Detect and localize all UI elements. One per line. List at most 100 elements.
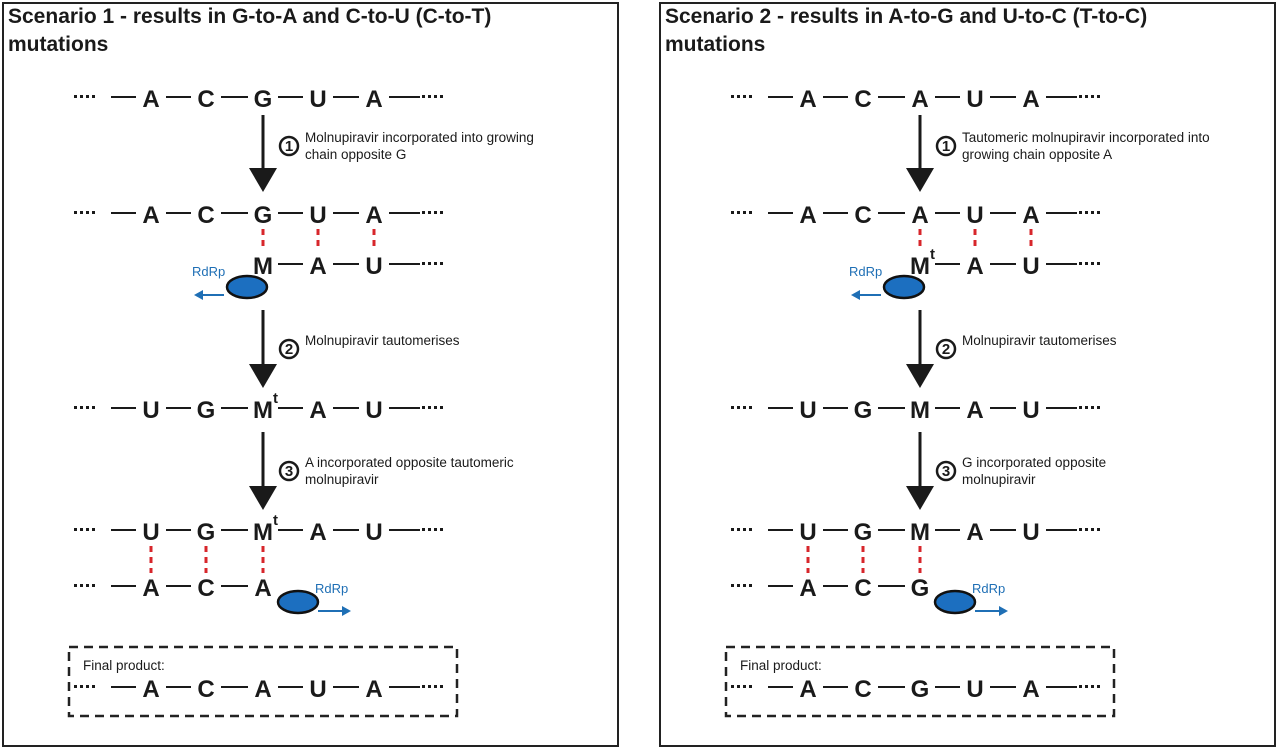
dots bbox=[92, 211, 95, 214]
step-number: 3 bbox=[285, 463, 293, 480]
direction-arrowhead-icon bbox=[342, 606, 351, 616]
dots bbox=[92, 584, 95, 587]
dots bbox=[737, 584, 740, 587]
dots bbox=[92, 406, 95, 409]
nucleotide-C: C bbox=[854, 202, 871, 229]
scenario-panel-2: Scenario 2 - results in A-to-G and U-to-… bbox=[659, 2, 1276, 747]
dots bbox=[1097, 95, 1100, 98]
nucleotide-A: A bbox=[142, 86, 159, 113]
nucleotide-U: U bbox=[1022, 519, 1039, 546]
nucleotide-A: A bbox=[365, 202, 382, 229]
tautomer-superscript: t bbox=[930, 246, 935, 263]
final-product-label: Final product: bbox=[740, 658, 822, 673]
nucleotide-A: A bbox=[1022, 202, 1039, 229]
dots bbox=[1097, 685, 1100, 688]
step-number-circle bbox=[935, 338, 957, 360]
dots bbox=[1079, 211, 1082, 214]
dots bbox=[434, 262, 437, 265]
panel-title-continued: mutations bbox=[665, 33, 765, 56]
final-product-label: Final product: bbox=[83, 658, 165, 673]
nucleotide-A: A bbox=[799, 86, 816, 113]
nucleotide-A: A bbox=[142, 575, 159, 602]
nucleotide-M: M bbox=[253, 397, 273, 424]
dots bbox=[74, 584, 77, 587]
dots bbox=[74, 528, 77, 531]
dots bbox=[428, 406, 431, 409]
nucleotide-A: A bbox=[1022, 676, 1039, 703]
dots bbox=[749, 685, 752, 688]
nucleotide-U: U bbox=[309, 202, 326, 229]
dots bbox=[422, 211, 425, 214]
nucleotide-C: C bbox=[854, 575, 871, 602]
step-number: 2 bbox=[285, 341, 293, 358]
dots bbox=[1079, 528, 1082, 531]
dots bbox=[1097, 211, 1100, 214]
rdrp-label: RdRp bbox=[315, 581, 348, 596]
step-number-circle bbox=[935, 460, 957, 482]
dots bbox=[74, 95, 77, 98]
dots bbox=[1079, 95, 1082, 98]
panel-border bbox=[2, 2, 619, 747]
dots bbox=[743, 211, 746, 214]
rdrp-label: RdRp bbox=[972, 581, 1005, 596]
dots bbox=[440, 528, 443, 531]
nucleotide-A: A bbox=[966, 253, 983, 280]
nucleotide-A: A bbox=[799, 202, 816, 229]
nucleotide-G: G bbox=[854, 519, 873, 546]
dots bbox=[440, 95, 443, 98]
dots bbox=[434, 95, 437, 98]
dots bbox=[731, 685, 734, 688]
step-number: 3 bbox=[942, 463, 950, 480]
dots bbox=[80, 685, 83, 688]
step-number-circle bbox=[935, 135, 957, 157]
dots bbox=[428, 685, 431, 688]
dots bbox=[1091, 262, 1094, 265]
nucleotide-G: G bbox=[197, 519, 216, 546]
dots bbox=[737, 211, 740, 214]
dots bbox=[428, 95, 431, 98]
nucleotide-U: U bbox=[1022, 253, 1039, 280]
dots bbox=[80, 95, 83, 98]
dots bbox=[1085, 685, 1088, 688]
nucleotide-U: U bbox=[799, 397, 816, 424]
step-number: 1 bbox=[285, 138, 293, 155]
dots bbox=[731, 95, 734, 98]
nucleotide-G: G bbox=[254, 202, 273, 229]
dots bbox=[434, 685, 437, 688]
nucleotide-C: C bbox=[197, 202, 214, 229]
panel-title: Scenario 2 - results in A-to-G and U-to-… bbox=[665, 5, 1147, 28]
step-description: Molnupiravir tautomerises bbox=[305, 333, 460, 348]
nucleotide-M: M bbox=[910, 519, 930, 546]
step-description: Molnupiravir tautomerises bbox=[962, 333, 1117, 348]
rdrp-enzyme-icon bbox=[882, 274, 926, 300]
dots bbox=[422, 262, 425, 265]
dots bbox=[422, 406, 425, 409]
dots bbox=[440, 211, 443, 214]
dots bbox=[1091, 528, 1094, 531]
dots bbox=[80, 528, 83, 531]
dots bbox=[749, 406, 752, 409]
step-description: chain opposite G bbox=[305, 147, 406, 162]
nucleotide-A: A bbox=[799, 676, 816, 703]
dots bbox=[737, 406, 740, 409]
final-product-box bbox=[67, 645, 459, 718]
tautomer-superscript: t bbox=[273, 390, 278, 407]
nucleotide-A: A bbox=[966, 519, 983, 546]
dots bbox=[74, 685, 77, 688]
dots bbox=[749, 584, 752, 587]
panel-title-continued: mutations bbox=[8, 33, 108, 56]
dots bbox=[749, 95, 752, 98]
nucleotide-M: M bbox=[253, 519, 273, 546]
direction-arrowhead-icon bbox=[851, 290, 860, 300]
dots bbox=[743, 685, 746, 688]
nucleotide-U: U bbox=[309, 86, 326, 113]
step-description: molnupiravir bbox=[305, 472, 379, 487]
step-description: Molnupiravir incorporated into growing bbox=[305, 130, 534, 145]
dots bbox=[428, 528, 431, 531]
nucleotide-U: U bbox=[966, 676, 983, 703]
nucleotide-A: A bbox=[365, 676, 382, 703]
dots bbox=[1085, 95, 1088, 98]
dots bbox=[434, 528, 437, 531]
nucleotide-G: G bbox=[197, 397, 216, 424]
dots bbox=[1085, 211, 1088, 214]
